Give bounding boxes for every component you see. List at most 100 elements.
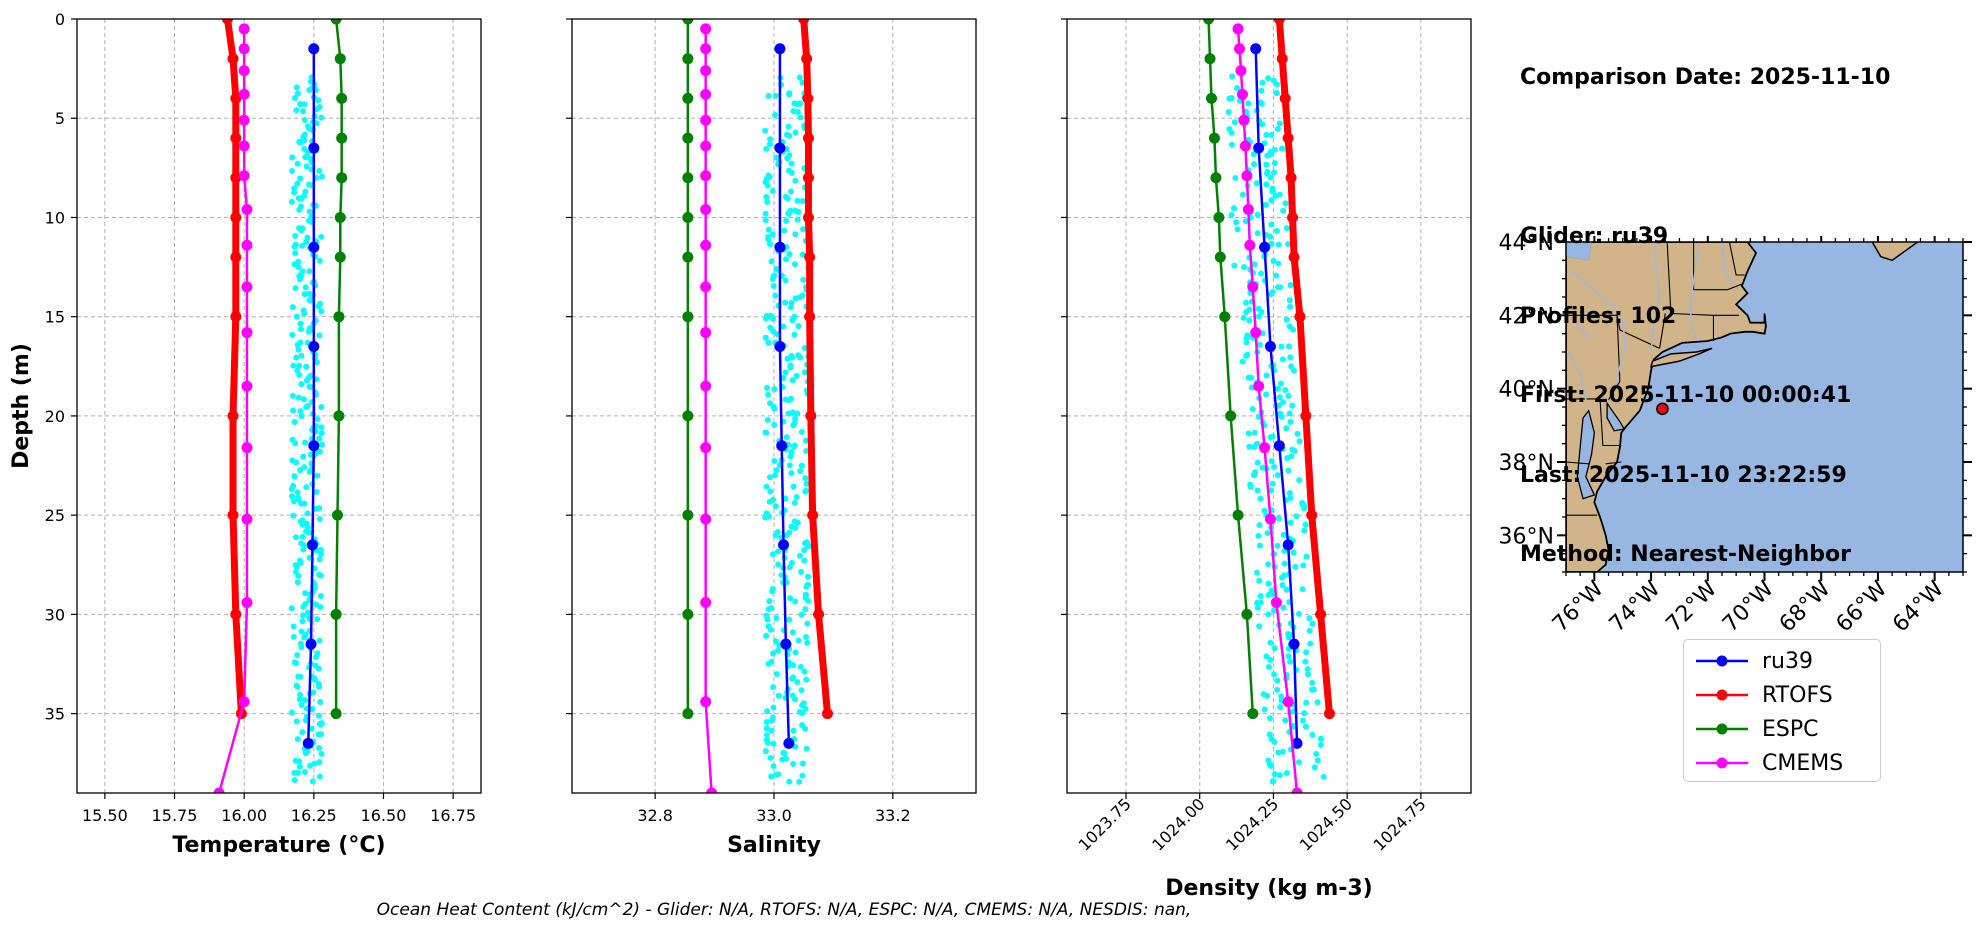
legend-item-espc: ESPC xyxy=(1694,712,1880,746)
glider-raw-point xyxy=(790,443,797,450)
glider-raw-point xyxy=(1241,264,1248,271)
glider-raw-point xyxy=(803,583,810,590)
glider-raw-point xyxy=(789,409,796,416)
glider-raw-point xyxy=(783,256,790,263)
river xyxy=(1571,270,1627,389)
info-line-spacer xyxy=(1520,145,1890,172)
glider-raw-point xyxy=(301,310,308,317)
glider-raw-point xyxy=(1256,341,1263,348)
series-line-ru39 xyxy=(307,48,316,744)
series-point-espc xyxy=(330,708,342,720)
glider-raw-point xyxy=(293,459,300,466)
series-point-cmems xyxy=(700,140,712,152)
glider-raw-point xyxy=(1275,749,1282,756)
glider-raw-point xyxy=(1286,297,1293,304)
glider-raw-point xyxy=(1276,394,1283,401)
glider-raw-point xyxy=(794,410,801,417)
glider-raw-point xyxy=(1300,562,1307,569)
series-point-cmems xyxy=(700,170,712,182)
glider-raw-point xyxy=(805,597,812,604)
glider-raw-point xyxy=(772,638,779,645)
glider-raw-point xyxy=(800,226,807,233)
glider-raw-point xyxy=(316,773,323,780)
glider-raw-point xyxy=(1280,604,1287,611)
glider-raw-point xyxy=(765,660,772,667)
glider-raw-point xyxy=(762,217,769,224)
glider-raw-point xyxy=(791,499,798,506)
glider-raw-point xyxy=(294,489,301,496)
glider-raw-point xyxy=(801,668,808,675)
glider-raw-point xyxy=(782,396,789,403)
nova-scotia xyxy=(1871,242,1920,262)
glider-raw-point xyxy=(1276,120,1283,127)
glider-raw-point xyxy=(1313,750,1320,757)
glider-raw-point xyxy=(1284,455,1291,462)
glider-raw-point xyxy=(316,516,323,523)
glider-raw-point xyxy=(1268,291,1275,298)
glider-raw-point xyxy=(1296,477,1303,484)
glider-raw-point xyxy=(803,447,810,454)
glider-raw-point xyxy=(297,467,304,474)
glider-raw-point xyxy=(792,598,799,605)
series-point-cmems xyxy=(1264,513,1276,525)
series-point-cmems xyxy=(700,239,712,251)
glider-raw-point xyxy=(766,498,773,505)
y-tick-label: 30 xyxy=(45,605,65,624)
glider-raw-point xyxy=(798,568,805,575)
glider-raw-point xyxy=(1287,303,1294,310)
glider-raw-point xyxy=(318,430,325,437)
glider-raw-point xyxy=(763,732,770,739)
glider-raw-point xyxy=(1287,282,1294,289)
glider-raw-point xyxy=(315,665,322,672)
series-line-rtofs xyxy=(800,19,831,714)
glider-raw-point xyxy=(800,276,807,283)
glider-raw-point xyxy=(1299,586,1306,593)
glider-raw-point xyxy=(1303,553,1310,560)
glider-raw-point xyxy=(1271,771,1278,778)
glider-raw-point xyxy=(789,354,796,361)
glider-raw-point xyxy=(1285,653,1292,660)
glider-raw-point xyxy=(288,605,295,612)
glider-raw-point xyxy=(763,145,770,152)
glider-raw-point xyxy=(784,195,791,202)
glider-raw-point xyxy=(765,339,772,346)
glider-raw-point xyxy=(1234,85,1241,92)
glider-raw-point xyxy=(804,639,811,646)
glider-raw-point xyxy=(293,718,300,725)
series-point-cmems xyxy=(700,204,712,216)
glider-raw-point xyxy=(1314,699,1321,706)
glider-raw-point xyxy=(316,683,323,690)
glider-raw-point xyxy=(302,590,309,597)
plot-area xyxy=(1203,19,1335,793)
glider-raw-point xyxy=(789,675,796,682)
series-point-rtofs xyxy=(230,92,242,104)
glider-raw-point xyxy=(790,483,797,490)
glider-raw-point xyxy=(288,709,295,716)
glider-raw-point xyxy=(802,705,809,712)
glider-raw-point xyxy=(1279,356,1286,363)
glider-raw-point xyxy=(763,315,770,322)
glider-raw-point xyxy=(1231,262,1238,269)
series-point-ru39 xyxy=(774,142,786,154)
glider-raw-point xyxy=(311,760,318,767)
glider-raw-point xyxy=(290,633,297,640)
glider-raw-point xyxy=(302,697,309,704)
glider-raw-point xyxy=(1287,495,1294,502)
glider-raw-point xyxy=(294,160,301,167)
glider-raw-point xyxy=(766,474,773,481)
glider-raw-point xyxy=(296,696,303,703)
glider-raw-point xyxy=(772,532,779,539)
glider-raw-point xyxy=(301,145,308,152)
glider-raw-point xyxy=(795,208,802,215)
glider-raw-point xyxy=(1273,272,1280,279)
glider-raw-point xyxy=(783,217,790,224)
glider-raw-point xyxy=(1263,131,1270,138)
glider-raw-point xyxy=(299,729,306,736)
glider-raw-point xyxy=(297,691,304,698)
glider-raw-point xyxy=(294,683,301,690)
glider-raw-point xyxy=(796,778,803,785)
glider-raw-point xyxy=(774,647,781,654)
series-point-rtofs xyxy=(801,53,813,65)
glider-raw-point xyxy=(1264,530,1271,537)
series-point-espc xyxy=(682,311,694,323)
